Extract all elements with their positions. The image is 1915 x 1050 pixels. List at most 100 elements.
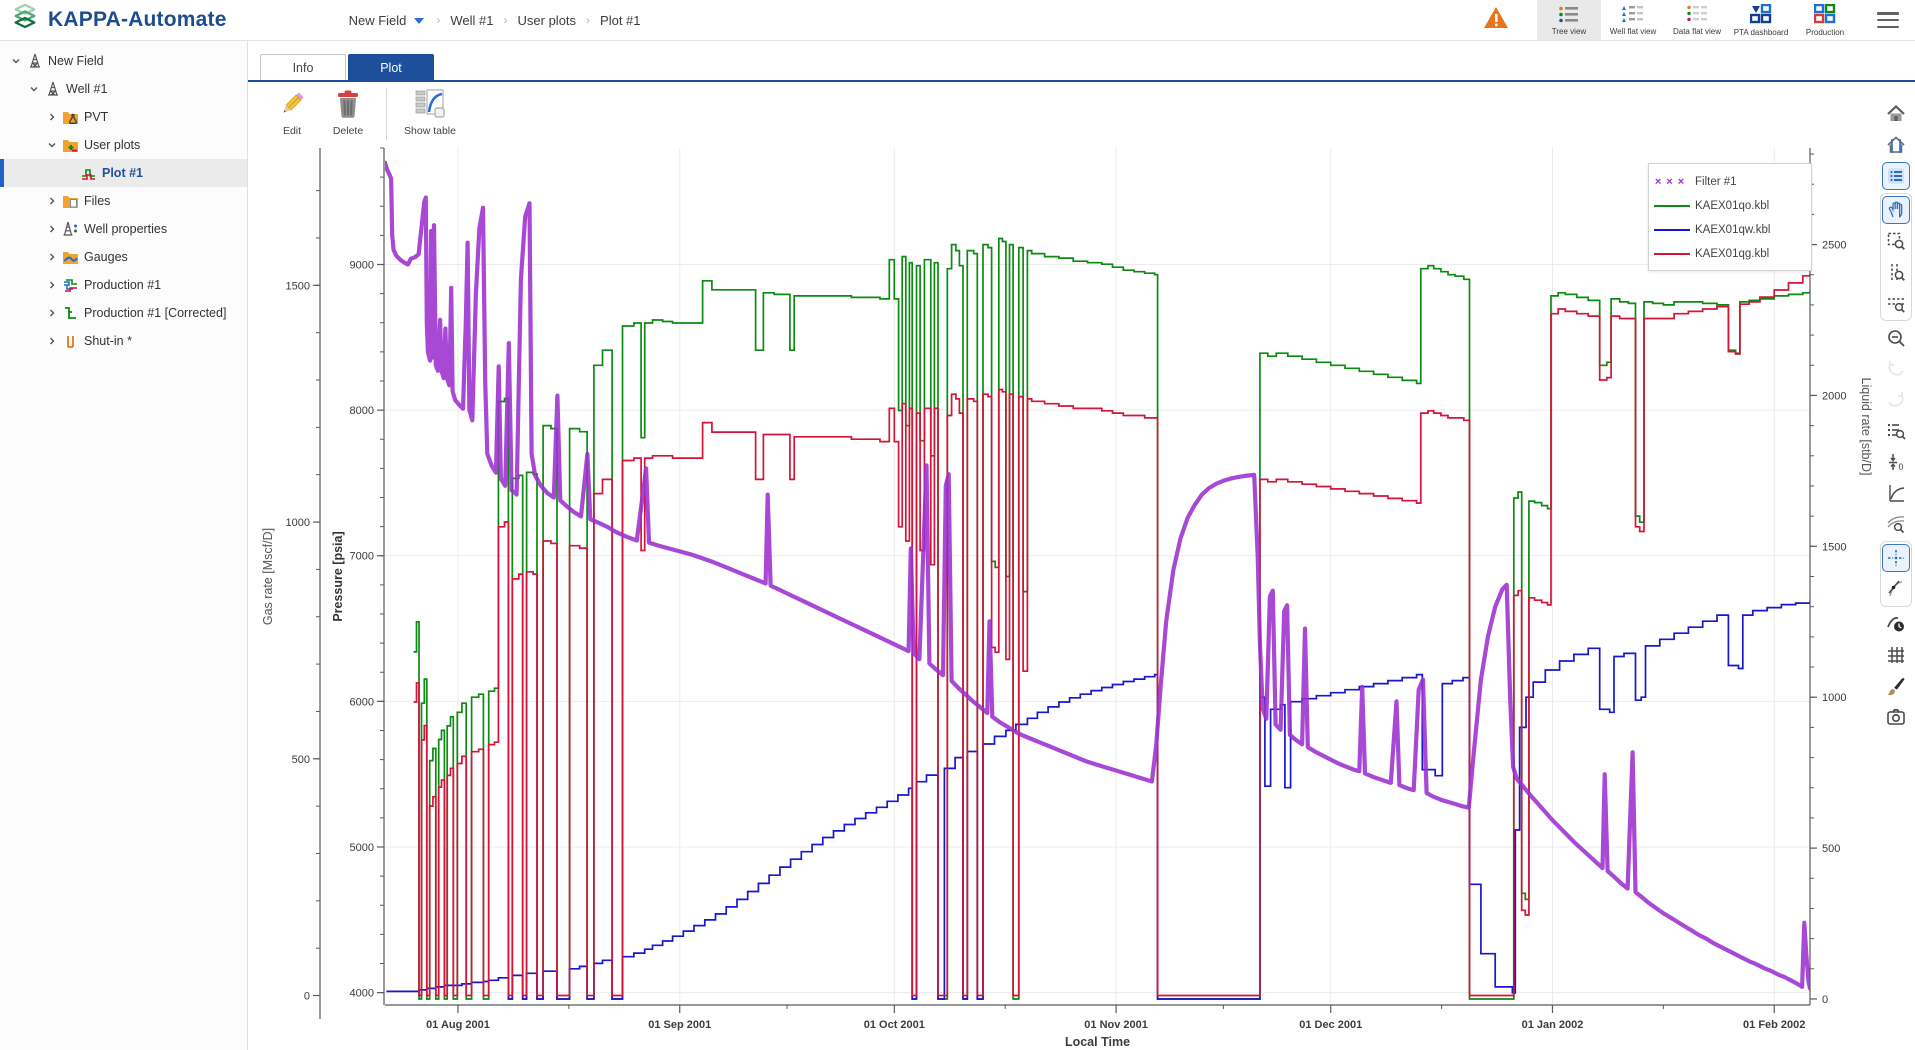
sidebar-item-new-field[interactable]: New Field bbox=[0, 47, 247, 75]
snapshot-icon[interactable] bbox=[1882, 703, 1910, 731]
autoscale-icon[interactable] bbox=[1882, 510, 1910, 538]
plot-legend[interactable]: ××× Filter #1 KAEX01qo.kbl KAEX01qw.kbl KAEX… bbox=[1648, 163, 1812, 271]
home-icon[interactable] bbox=[1882, 100, 1910, 128]
tree-item-label: Production #1 [Corrected] bbox=[84, 306, 227, 320]
scale-axis-icon[interactable] bbox=[1882, 479, 1910, 507]
svg-text:7000: 7000 bbox=[350, 551, 374, 563]
pressure-axis-label: Pressure [psia] bbox=[331, 531, 345, 621]
tree-item-label: Files bbox=[84, 194, 111, 208]
zoom-out-icon[interactable] bbox=[1882, 324, 1910, 352]
x-tick-label: 01 Nov 2001 bbox=[1084, 1019, 1148, 1031]
x-tick-label: 01 Oct 2001 bbox=[864, 1019, 925, 1031]
view-button-pta-dashboard[interactable]: PTA dashboard bbox=[1729, 0, 1793, 40]
tabstrip-accent-line bbox=[248, 80, 1915, 82]
sidebar-item-gauges[interactable]: Gauges bbox=[0, 243, 247, 271]
view-button-label: Production bbox=[1805, 27, 1845, 37]
legend-item-kaex01qw-kbl[interactable]: KAEX01qw.kbl bbox=[1649, 218, 1811, 242]
plot-canvas[interactable]: 0500100015004000500060007000800090000500… bbox=[248, 140, 1915, 1050]
view-button-production[interactable]: Production bbox=[1793, 0, 1857, 40]
legend-item-label: KAEX01qg.kbl bbox=[1695, 248, 1770, 260]
sidebar-item-files[interactable]: Files bbox=[0, 187, 247, 215]
axes: 0 500 1000 1500 4000 5000 6000 7000 8000 9000 0 500… bbox=[261, 147, 1873, 1049]
zoom-window-icon[interactable] bbox=[1882, 227, 1910, 255]
breadcrumb-item-new-field[interactable]: New Field bbox=[348, 12, 407, 28]
chevron-down-icon[interactable] bbox=[8, 53, 24, 69]
breadcrumb-dropdown-caret-icon[interactable] bbox=[414, 18, 425, 24]
chevron-right-icon[interactable] bbox=[44, 305, 60, 321]
svg-text:9000: 9000 bbox=[350, 259, 374, 271]
legend-item-kaex01qg-kbl[interactable]: KAEX01qg.kbl bbox=[1649, 242, 1811, 266]
tree-item-label: Plot #1 bbox=[102, 166, 143, 180]
delete-button[interactable]: Delete bbox=[320, 86, 376, 137]
pta-dashboard-icon bbox=[1749, 3, 1772, 26]
chevron-right-icon[interactable] bbox=[44, 277, 60, 293]
edit-button[interactable]: Edit bbox=[264, 86, 320, 137]
gauges-icon bbox=[62, 249, 79, 266]
view-button-tree-view[interactable]: Tree view bbox=[1537, 0, 1601, 40]
series-line-swatch bbox=[1649, 205, 1695, 207]
tab-info[interactable]: Info bbox=[260, 54, 346, 80]
tab-plot[interactable]: Plot bbox=[348, 54, 434, 80]
chevron-right-icon[interactable] bbox=[44, 193, 60, 209]
pan-icon[interactable] bbox=[1882, 196, 1910, 224]
tree-item-label: User plots bbox=[84, 138, 141, 152]
chevron-right-icon[interactable] bbox=[44, 333, 60, 349]
sidebar-item-shut-in[interactable]: Shut-in * bbox=[0, 327, 247, 355]
legend-item-filter-1[interactable]: ××× Filter #1 bbox=[1649, 170, 1811, 194]
navigation-tree: New Field Well #1 PVT User plots Plot #1 File… bbox=[0, 41, 248, 1050]
hamburger-menu-icon[interactable] bbox=[1877, 12, 1899, 28]
app-title: KAPPA-Automate bbox=[48, 8, 227, 31]
view-button-well-flat-view[interactable]: Well flat view bbox=[1601, 0, 1665, 40]
warning-icon[interactable] bbox=[1483, 6, 1509, 35]
home-reset-icon[interactable] bbox=[1882, 131, 1910, 159]
x-tick-label: 01 Aug 2001 bbox=[426, 1019, 490, 1031]
svg-text:0: 0 bbox=[1822, 994, 1828, 1006]
chevron-right-icon[interactable] bbox=[44, 221, 60, 237]
legend-toggle-icon[interactable] bbox=[1882, 162, 1910, 190]
view-button-label: Well flat view bbox=[1609, 26, 1657, 36]
chevron-spacer bbox=[62, 165, 78, 181]
trash-icon bbox=[334, 86, 362, 122]
tool-group bbox=[1880, 541, 1912, 607]
search-data-icon[interactable] bbox=[1882, 417, 1910, 445]
x-markers-icon: ××× bbox=[1654, 176, 1690, 188]
tangent-icon[interactable] bbox=[1882, 575, 1910, 603]
x-tick-label: 01 Sep 2001 bbox=[648, 1019, 711, 1031]
breadcrumb-item-well-1[interactable]: Well #1 bbox=[450, 12, 494, 28]
sidebar-item-well-1[interactable]: Well #1 bbox=[0, 75, 247, 103]
time-navigator-icon[interactable] bbox=[1882, 610, 1910, 638]
sidebar-item-pvt[interactable]: PVT bbox=[0, 103, 247, 131]
pencil-icon bbox=[277, 86, 307, 122]
grid-toggle-icon[interactable] bbox=[1882, 641, 1910, 669]
legend-item-label: KAEX01qo.kbl bbox=[1695, 200, 1770, 212]
series-KAEX01qw.kbl[interactable] bbox=[386, 601, 1810, 1000]
svg-text:0: 0 bbox=[1899, 462, 1904, 472]
breadcrumb-item-user-plots[interactable]: User plots bbox=[517, 12, 577, 28]
sidebar-item-user-plots[interactable]: User plots bbox=[0, 131, 247, 159]
zoom-horizontal-icon[interactable] bbox=[1882, 289, 1910, 317]
reset-y-zero-icon[interactable]: 0 bbox=[1882, 448, 1910, 476]
plot-icon bbox=[80, 165, 97, 182]
undo-zoom-icon bbox=[1882, 355, 1910, 383]
chevron-right-icon[interactable] bbox=[44, 109, 60, 125]
legend-item-kaex01qo-kbl[interactable]: KAEX01qo.kbl bbox=[1649, 194, 1811, 218]
sidebar-item-well-properties[interactable]: Well properties bbox=[0, 215, 247, 243]
breadcrumb-item-plot-1[interactable]: Plot #1 bbox=[600, 12, 641, 28]
chevron-down-icon[interactable] bbox=[44, 137, 60, 153]
series-line-swatch bbox=[1649, 229, 1695, 231]
chevron-right-icon[interactable] bbox=[44, 249, 60, 265]
chevron-down-icon[interactable] bbox=[26, 81, 42, 97]
sidebar-item-production-1[interactable]: Production #1 bbox=[0, 271, 247, 299]
series-Filter #1[interactable] bbox=[385, 160, 1810, 991]
sidebar-item-plot-1[interactable]: Plot #1 bbox=[0, 159, 247, 187]
tree-item-label: Well #1 bbox=[66, 82, 108, 96]
tree-item-label: Production #1 bbox=[84, 278, 162, 292]
zoom-vertical-icon[interactable] bbox=[1882, 258, 1910, 286]
svg-text:1000: 1000 bbox=[1822, 692, 1846, 704]
crosshair-icon[interactable] bbox=[1882, 544, 1910, 572]
format-brush-icon[interactable] bbox=[1882, 672, 1910, 700]
view-button-data-flat-view[interactable]: Data flat view bbox=[1665, 0, 1729, 40]
series-KAEX01qg.kbl[interactable] bbox=[413, 273, 1810, 997]
sidebar-item-production-1-corrected[interactable]: Production #1 [Corrected] bbox=[0, 299, 247, 327]
show-table-button[interactable]: Show table bbox=[397, 86, 463, 137]
